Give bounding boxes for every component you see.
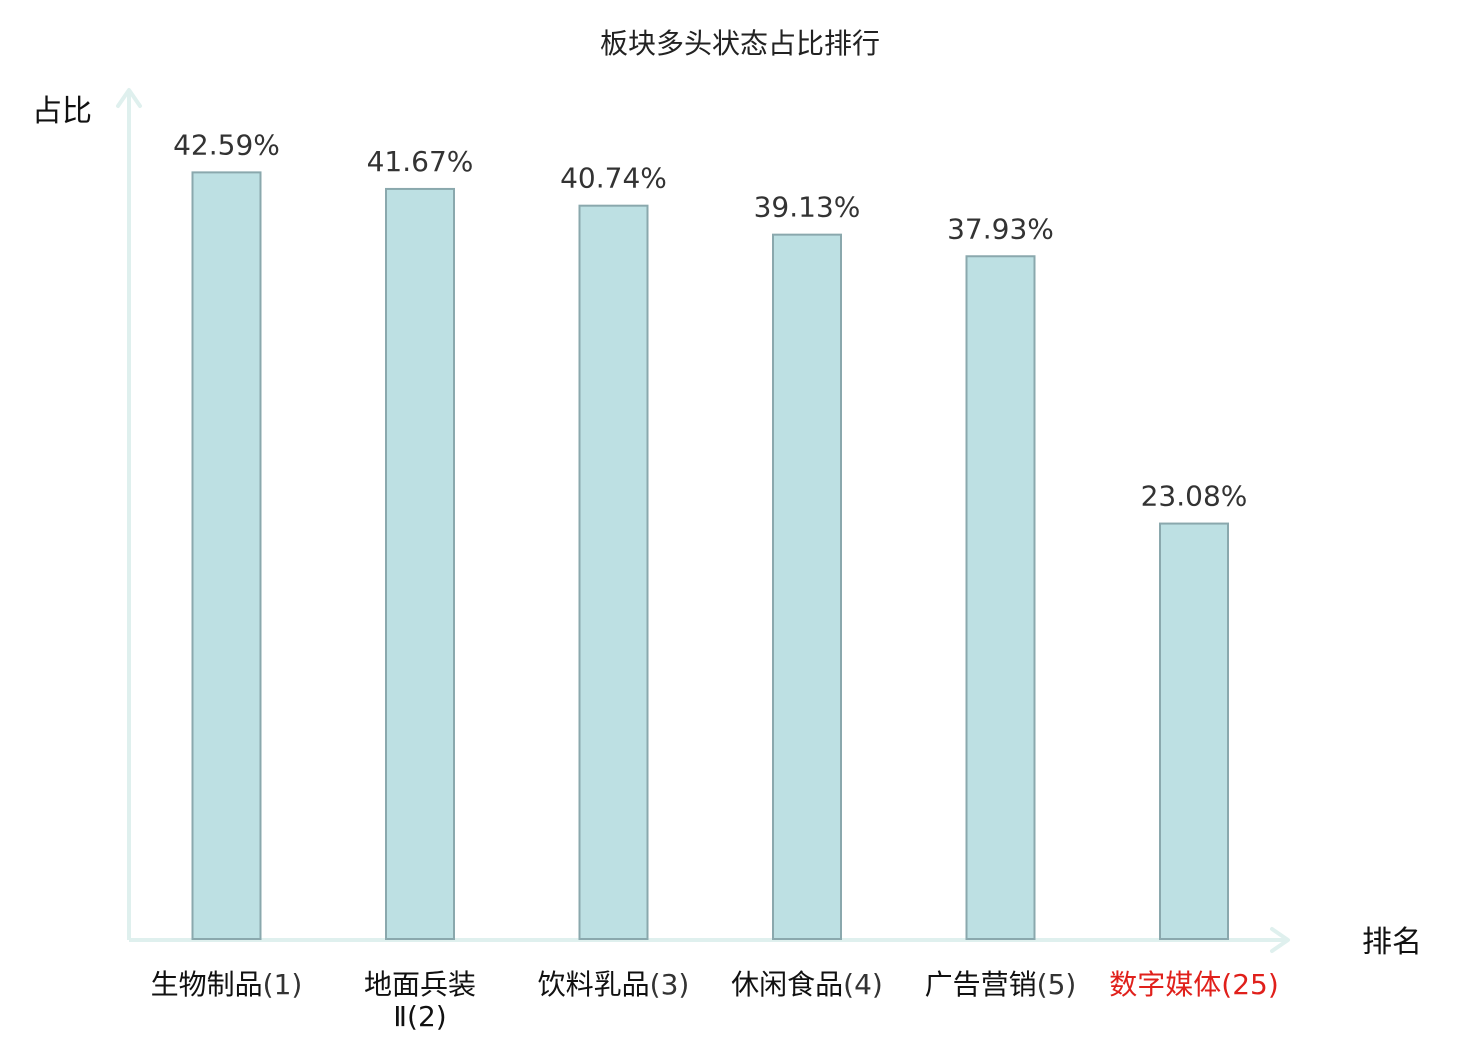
bar-4 [772, 233, 842, 941]
value-label-6: 23.08% [1141, 480, 1248, 513]
bar-6 [1159, 522, 1229, 940]
value-labels-layer: 42.59% 41.67% 40.74% 39.13% 37.93% 23.08% [173, 128, 1247, 512]
value-label-4: 39.13% [754, 191, 861, 224]
category-label-2: 地面兵装 [364, 968, 476, 1001]
category-label-3: 饮料乳品(3) [538, 968, 690, 1001]
x-axis-arrow [1270, 927, 1290, 953]
bar-1 [191, 171, 262, 940]
bar-2 [385, 187, 455, 940]
bar-3 [578, 204, 649, 940]
category-label-1: 生物制品(1) [151, 968, 303, 1001]
value-label-5: 37.93% [947, 212, 1054, 245]
value-label-1: 42.59% [173, 128, 280, 161]
category-label-4: 休闲食品(4) [731, 968, 883, 1001]
category-label-2-line2: Ⅱ(2) [393, 1000, 446, 1033]
bar-5 [965, 255, 1036, 940]
value-label-3: 40.74% [560, 162, 667, 195]
value-label-2: 41.67% [367, 145, 474, 178]
chart-title: 板块多头状态占比排行 [600, 27, 880, 60]
y-axis-arrow [116, 88, 142, 108]
bars-layer [191, 171, 1229, 941]
category-label-6: 数字媒体(25) [1109, 968, 1279, 1001]
category-label-5: 广告营销(5) [925, 968, 1077, 1001]
x-axis-title: 排名 [1362, 925, 1422, 960]
y-axis-title: 占比 [32, 94, 92, 129]
